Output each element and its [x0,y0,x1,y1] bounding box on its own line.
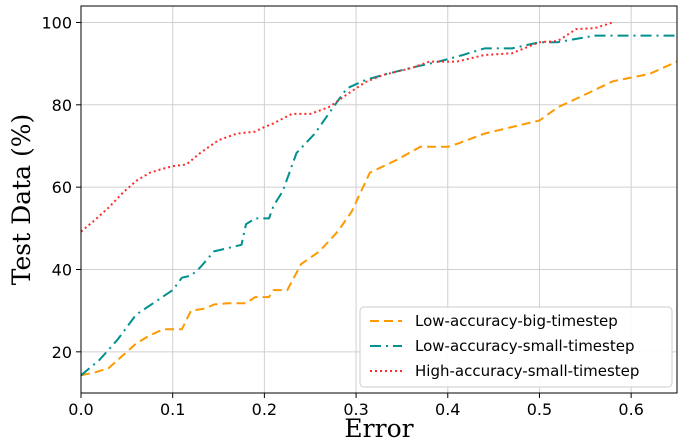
x-axis-label: Error [344,414,413,443]
x-tick-label: 0.2 [252,400,277,419]
legend-label: High-accuracy-small-timestep [415,362,639,380]
x-tick-label: 0.3 [343,400,368,419]
x-tick-label: 0.0 [68,400,93,419]
legend-label: Low-accuracy-small-timestep [415,337,634,355]
x-tick-label: 0.5 [527,400,552,419]
y-tick-label: 100 [41,13,72,32]
x-tick-label: 0.1 [160,400,185,419]
series-line-low-accuracy-small-timestep [80,34,677,377]
y-tick-label: 40 [52,260,72,279]
series-lines [80,21,678,377]
axis-ticks: 0.0 0.1 0.2 0.3 0.4 0.5 0.6 20 40 60 80 100 [41,13,643,419]
grid-lines [80,6,677,393]
legend-label: Low-accuracy-big-timestep [415,312,618,330]
x-tick-label: 0.6 [618,400,643,419]
x-tick-label: 0.4 [435,400,460,419]
legend: Low-accuracy-big-timestep Low-accuracy-sm… [359,306,673,388]
legend-box [359,306,673,388]
plot-frame [80,5,678,394]
series-line-high-accuracy-small-timestep [80,21,614,233]
y-tick-label: 80 [52,96,72,115]
y-tick-label: 60 [52,178,72,197]
y-axis-label: Test Data (%) [7,114,36,285]
series-line-low-accuracy-big-timestep [80,60,678,377]
y-tick-label: 20 [52,343,72,362]
